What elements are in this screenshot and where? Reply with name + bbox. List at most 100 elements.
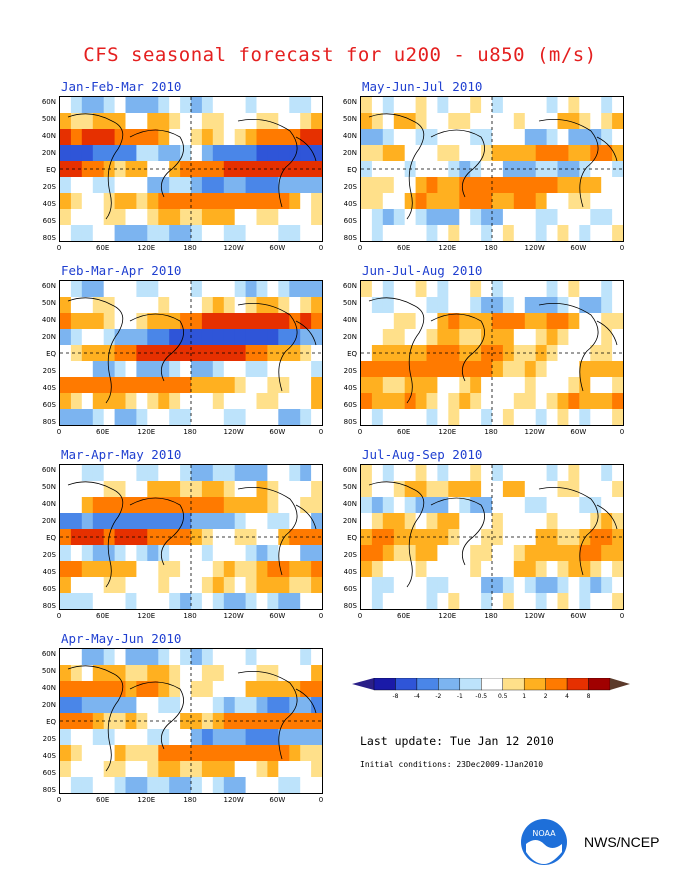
- heatmap-cell: [382, 297, 395, 314]
- heatmap-cell: [267, 481, 279, 498]
- heatmap-cell: [601, 345, 613, 362]
- heatmap-cell: [267, 649, 279, 666]
- heatmap-cell: [212, 129, 225, 146]
- heatmap-cell: [568, 281, 580, 298]
- heatmap-cell: [125, 225, 137, 241]
- heatmap-cell: [437, 393, 449, 410]
- heatmap-cell: [223, 177, 236, 194]
- heatmap-cell: [557, 225, 569, 241]
- lat-tick-label: 40N: [342, 316, 357, 324]
- heatmap-cell: [393, 193, 406, 210]
- heatmap-cell: [311, 409, 322, 425]
- heatmap-cell: [361, 209, 373, 226]
- heatmap-cell: [180, 393, 192, 410]
- heatmap-cell: [568, 497, 580, 514]
- heatmap-cell: [426, 225, 438, 241]
- heatmap-cell: [114, 329, 127, 346]
- heatmap-cell: [361, 193, 373, 210]
- heatmap-cell: [245, 729, 258, 746]
- heatmap-cell: [191, 281, 203, 298]
- lat-tick-label: 60S: [343, 585, 357, 593]
- heatmap-cell: [158, 329, 170, 346]
- heatmap-cell: [147, 345, 159, 362]
- heatmap-cell: [223, 313, 236, 330]
- heatmap-cell: [546, 409, 559, 425]
- heatmap-cell: [590, 177, 602, 194]
- heatmap-cell: [470, 593, 482, 609]
- heatmap-cell: [234, 113, 247, 130]
- heatmap-cell: [601, 281, 613, 298]
- heatmap-cell: [393, 225, 406, 241]
- heatmap-cell: [481, 193, 493, 210]
- heatmap-cell: [158, 777, 170, 793]
- heatmap-cell: [114, 97, 127, 114]
- heatmap-cell: [535, 297, 548, 314]
- heatmap-cell: [481, 561, 493, 578]
- heatmap-cell: [191, 593, 203, 609]
- heatmap-cell: [147, 761, 159, 778]
- heatmap-cell: [212, 577, 225, 594]
- heatmap-cell: [92, 465, 105, 482]
- heatmap-cell: [201, 697, 214, 714]
- heatmap-cell: [147, 161, 159, 178]
- heatmap-cell: [81, 481, 94, 498]
- heatmap-cell: [568, 465, 580, 482]
- heatmap-cell: [125, 761, 137, 778]
- heatmap-cell: [535, 481, 548, 498]
- heatmap-cell: [300, 177, 312, 194]
- heatmap-cell: [60, 465, 72, 482]
- heatmap-cell: [289, 281, 301, 298]
- heatmap-cell: [147, 577, 159, 594]
- heatmap-cell: [426, 361, 438, 378]
- heatmap-cell: [114, 561, 127, 578]
- heatmap-cell: [300, 313, 312, 330]
- lat-tick-label: 20S: [343, 551, 357, 559]
- heatmap-cell: [371, 193, 384, 210]
- heatmap-cell: [267, 361, 279, 378]
- heatmap-cell: [267, 377, 279, 394]
- heatmap-cell: [136, 177, 148, 194]
- heatmap-cell: [492, 209, 504, 226]
- heatmap-cell: [223, 377, 236, 394]
- heatmap-cell: [470, 377, 482, 394]
- heatmap-cell: [382, 377, 395, 394]
- heatmap-cell: [371, 113, 384, 130]
- heatmap-cell: [201, 97, 214, 114]
- heatmap-cell: [404, 209, 417, 226]
- heatmap-cell: [234, 777, 247, 793]
- heatmap-cell: [300, 129, 312, 146]
- panel-title: Jan-Feb-Mar 2010: [61, 79, 182, 94]
- heatmap-cell: [180, 297, 192, 314]
- heatmap-cell: [371, 393, 384, 410]
- heatmap-cell: [361, 161, 373, 178]
- heatmap-cell: [136, 209, 148, 226]
- heatmap-cell: [158, 129, 170, 146]
- heatmap-cell: [278, 649, 290, 666]
- heatmap-cell: [557, 329, 569, 346]
- colorbar-end-high: [610, 678, 630, 690]
- heatmap-cell: [267, 409, 279, 425]
- heatmap-cell: [114, 281, 127, 298]
- heatmap-cell: [114, 697, 127, 714]
- heatmap-cell: [459, 177, 471, 194]
- heatmap-cell: [256, 649, 268, 666]
- heatmap-cell: [393, 561, 406, 578]
- heatmap-cell: [245, 161, 258, 178]
- heatmap-cell: [579, 561, 591, 578]
- heatmap-cell: [371, 97, 384, 114]
- heatmap-cell: [535, 97, 548, 114]
- lat-tick-label: 60S: [42, 585, 56, 593]
- heatmap-cell: [601, 593, 613, 609]
- heatmap-cell: [212, 777, 225, 793]
- heatmap-cell: [382, 393, 395, 410]
- heatmap-cell: [191, 713, 203, 730]
- heatmap-cell: [612, 345, 623, 362]
- heatmap-cell: [136, 577, 148, 594]
- heatmap-cell: [481, 513, 493, 530]
- heatmap-cell: [81, 209, 94, 226]
- heatmap-cell: [92, 177, 105, 194]
- heatmap-cell: [470, 313, 482, 330]
- heatmap-cell: [191, 177, 203, 194]
- heatmap-cell: [267, 593, 279, 609]
- heatmap-cell: [437, 513, 449, 530]
